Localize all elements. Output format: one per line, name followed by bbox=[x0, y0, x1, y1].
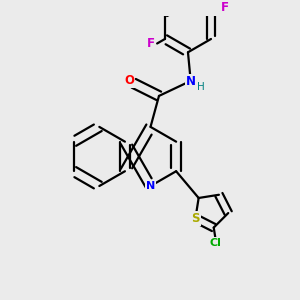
Text: O: O bbox=[124, 74, 134, 87]
Text: N: N bbox=[186, 75, 196, 88]
Text: F: F bbox=[221, 2, 229, 14]
Text: Cl: Cl bbox=[210, 238, 222, 248]
Text: H: H bbox=[197, 82, 205, 92]
Text: N: N bbox=[146, 181, 155, 191]
Text: S: S bbox=[191, 212, 200, 225]
Text: F: F bbox=[147, 37, 155, 50]
